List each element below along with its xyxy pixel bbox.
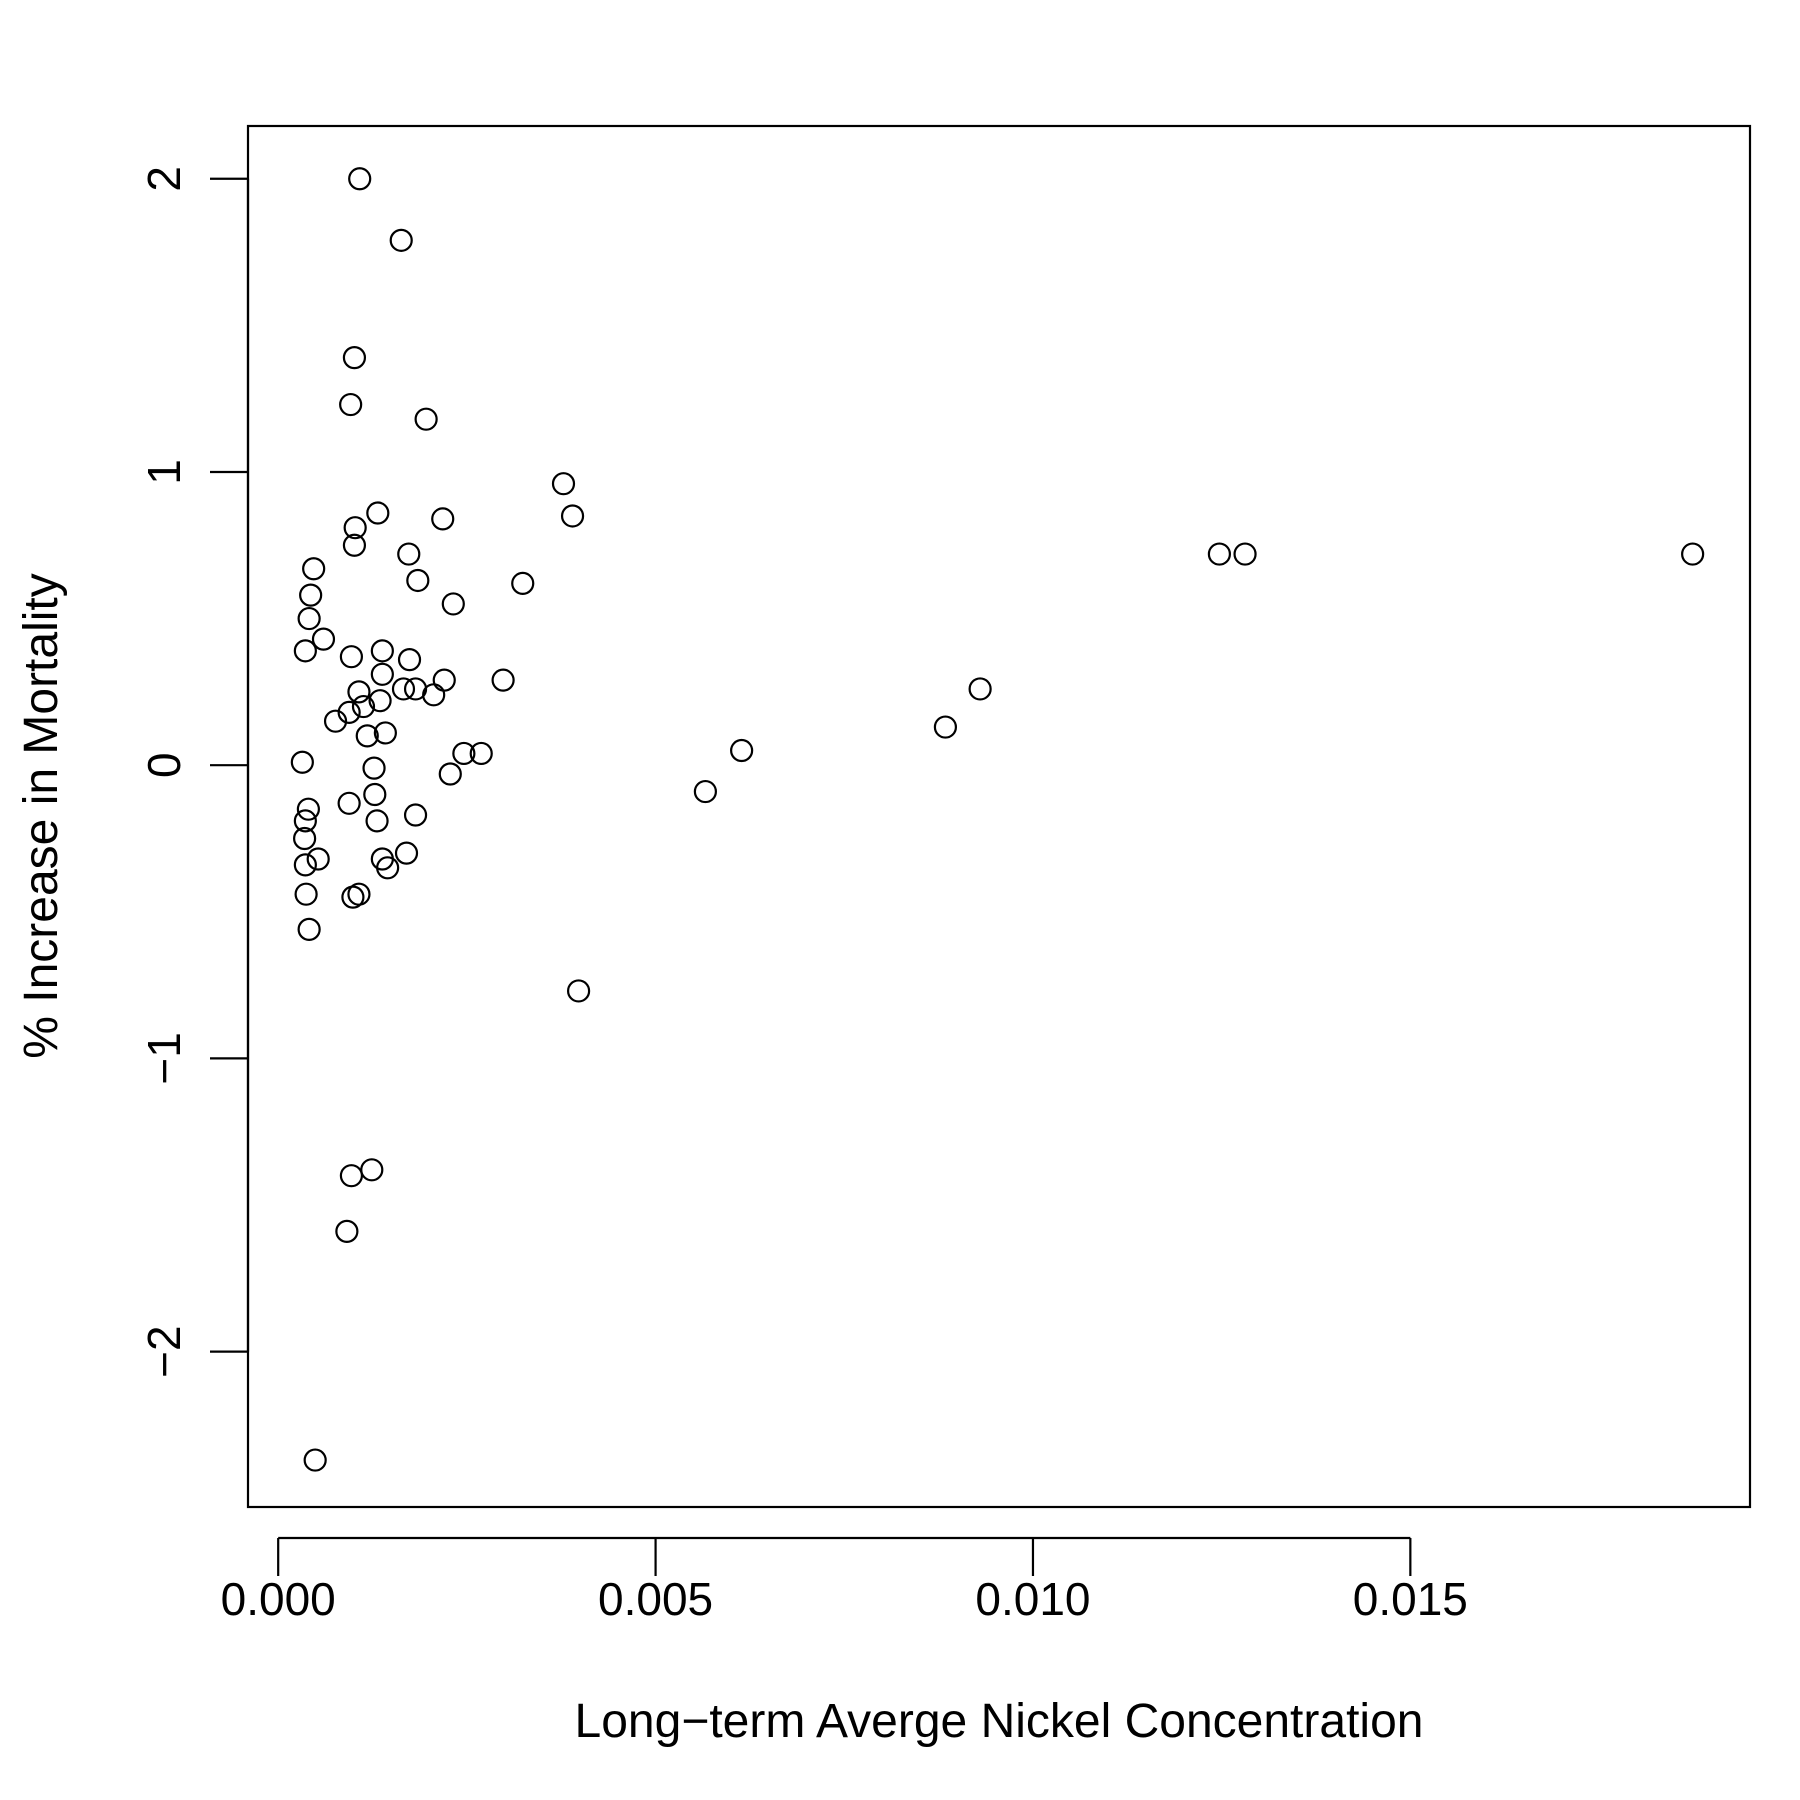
- data-point: [441, 592, 465, 616]
- data-point: [293, 809, 317, 833]
- data-point: [406, 568, 430, 593]
- data-point: [391, 677, 416, 701]
- data-point: [365, 809, 389, 833]
- x-tick-label: 0.000: [221, 1573, 336, 1625]
- data-point: [348, 167, 372, 191]
- data-point: [560, 504, 585, 528]
- data-point: [438, 762, 462, 786]
- data-point: [397, 648, 422, 672]
- data-point: [355, 724, 379, 748]
- y-tick-label: 2: [138, 166, 190, 192]
- data-point: [290, 750, 314, 774]
- x-axis: 0.000 0.005 0.010 0.015: [221, 1536, 1468, 1625]
- data-point: [370, 639, 394, 663]
- data-point: [360, 1158, 384, 1182]
- data-point: [1207, 542, 1231, 566]
- data-point: [730, 738, 754, 763]
- data-point: [339, 645, 364, 669]
- data-point: [293, 826, 317, 851]
- data-point: [370, 662, 394, 686]
- data-point: [933, 715, 958, 739]
- data-point: [299, 583, 323, 607]
- data-point: [311, 627, 336, 651]
- data-point: [297, 606, 321, 631]
- data-point: [341, 885, 365, 909]
- y-axis-title: % Increase in Mortality: [15, 573, 68, 1059]
- data-point: [343, 516, 367, 540]
- data-point: [363, 782, 387, 807]
- x-axis-title: Long−term Averge Nickel Concentration: [575, 1695, 1424, 1748]
- data-point: [337, 791, 361, 815]
- data-point: [376, 856, 400, 880]
- data-point: [362, 756, 386, 780]
- data-point: [491, 668, 515, 692]
- data-point: [397, 542, 421, 566]
- data-point: [337, 700, 361, 725]
- data-point: [296, 797, 320, 821]
- y-tick-label: −1: [138, 1032, 190, 1084]
- data-point: [1233, 542, 1257, 566]
- data-point: [297, 917, 321, 941]
- data-point: [394, 841, 419, 865]
- data-point: [306, 847, 330, 871]
- data-point: [342, 346, 367, 370]
- data-point: [551, 472, 576, 496]
- data-points: [290, 167, 1705, 1472]
- data-point: [294, 882, 318, 906]
- data-point: [347, 680, 371, 704]
- data-point: [335, 1219, 359, 1243]
- data-point: [432, 668, 456, 692]
- data-point: [323, 709, 348, 733]
- data-point: [302, 557, 326, 581]
- data-point: [422, 683, 446, 707]
- plot-frame: [246, 124, 1752, 1509]
- data-point: [351, 694, 376, 719]
- data-point: [469, 741, 493, 766]
- y-axis: −2 −1 0 1 2: [138, 166, 250, 1378]
- data-point: [389, 228, 413, 252]
- data-point: [293, 853, 317, 877]
- data-point: [373, 721, 397, 745]
- data-point: [693, 779, 717, 804]
- data-point: [414, 407, 438, 431]
- data-point: [431, 507, 455, 531]
- data-point: [366, 501, 390, 525]
- y-tick-label: 1: [138, 459, 190, 485]
- data-point: [452, 741, 476, 766]
- data-point: [968, 677, 992, 701]
- data-point: [339, 1164, 364, 1188]
- data-point: [342, 533, 367, 557]
- x-tick-label: 0.015: [1353, 1573, 1468, 1625]
- x-tick-label: 0.005: [598, 1573, 713, 1625]
- data-point: [339, 392, 363, 417]
- data-point: [403, 803, 428, 827]
- data-point: [1681, 542, 1705, 566]
- y-tick-label: −2: [138, 1325, 190, 1377]
- data-point: [511, 571, 535, 596]
- x-tick-label: 0.010: [975, 1573, 1090, 1625]
- y-tick-label: 0: [138, 752, 190, 778]
- data-point: [368, 689, 392, 713]
- data-point: [566, 979, 591, 1003]
- data-point: [303, 1448, 327, 1472]
- data-point: [293, 639, 317, 663]
